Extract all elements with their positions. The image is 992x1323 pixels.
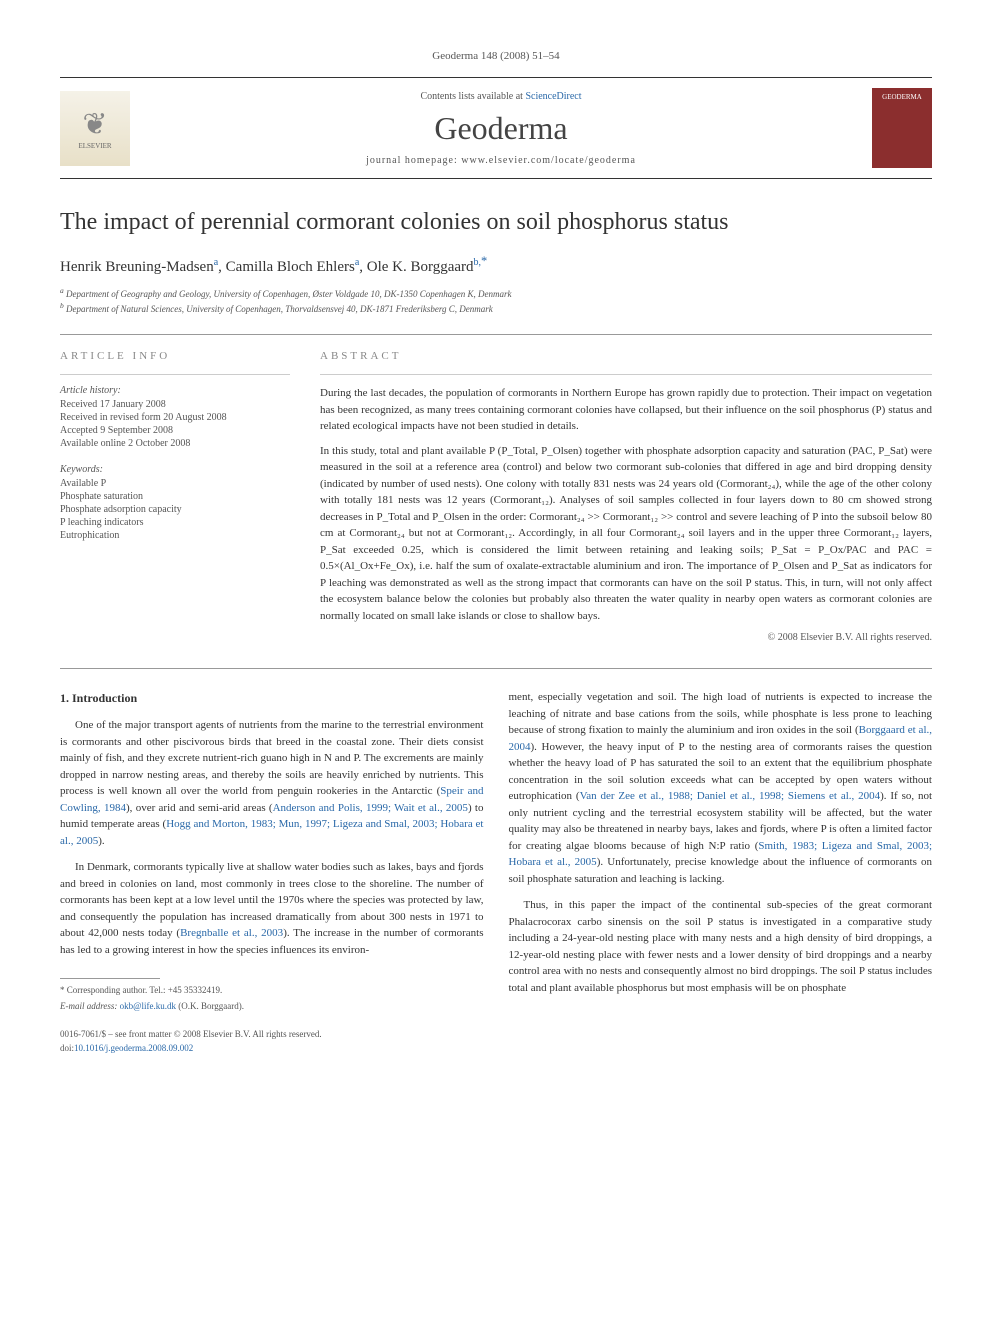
right-column: ment, especially vegetation and soil. Th… [509,689,933,1055]
history-item: Received 17 January 2008 [60,399,290,410]
citation-link[interactable]: Bregnballe et al., 2003 [180,927,283,939]
abstract-text: During the last decades, the population … [320,385,932,624]
issn-text: 0016-7061/$ – see front matter © 2008 El… [60,1028,322,1042]
keyword: Available P [60,478,290,489]
citation-link[interactable]: Van der Zee et al., 1988; Daniel et al.,… [580,790,881,802]
affiliation-text: Department of Natural Sciences, Universi… [66,304,493,314]
publisher-logo: ❦ ELSEVIER [60,91,130,166]
affiliation-sup: a [355,257,359,268]
corresponding-author-footnote: * Corresponding author. Tel.: +45 353324… [60,984,484,998]
keyword: Phosphate saturation [60,491,290,502]
keyword: P leaching indicators [60,517,290,528]
journal-header: ❦ ELSEVIER Contents lists available at S… [60,77,932,179]
divider [60,374,290,375]
affiliation-sup: a [214,257,218,268]
footnote-divider [60,978,160,979]
journal-name: Geoderma [130,110,872,147]
author-list: Henrik Breuning-Madsena, Camilla Bloch E… [60,254,932,276]
email-footnote: E-mail address: okb@life.ku.dk (O.K. Bor… [60,1000,484,1014]
keywords-label: Keywords: [60,464,290,475]
doi-label: doi: [60,1043,74,1053]
affiliation-sup: b, [474,257,482,268]
article-body: 1. Introduction One of the major transpo… [60,668,932,1055]
author: Camilla Bloch Ehlers [226,259,355,275]
history-item: Available online 2 October 2008 [60,438,290,449]
keyword: Eutrophication [60,530,290,541]
affiliation-text: Department of Geography and Geology, Uni… [66,289,511,299]
article-info-label: article info [60,350,290,362]
history-item: Received in revised form 20 August 2008 [60,412,290,423]
journal-reference: Geoderma 148 (2008) 51–54 [60,50,932,62]
doi-link[interactable]: 10.1016/j.geoderma.2008.09.002 [74,1043,193,1053]
email-link[interactable]: okb@life.ku.dk [120,1001,176,1011]
contents-text: Contents lists available at ScienceDirec… [130,91,872,102]
history-item: Accepted 9 September 2008 [60,425,290,436]
journal-cover-thumbnail: GEODERMA [872,88,932,168]
affiliations: a Department of Geography and Geology, U… [60,286,932,314]
history-label: Article history: [60,385,290,396]
section-heading: 1. Introduction [60,689,484,707]
corresponding-star: * [481,254,487,268]
article-title: The impact of perennial cormorant coloni… [60,209,932,236]
abstract-label: abstract [320,350,932,362]
citation-link[interactable]: Anderson and Polis, 1999; Wait et al., 2… [273,802,468,814]
left-column: 1. Introduction One of the major transpo… [60,689,484,1055]
author: Henrik Breuning-Madsen [60,259,214,275]
copyright: © 2008 Elsevier B.V. All rights reserved… [320,632,932,643]
divider [320,374,932,375]
journal-homepage: journal homepage: www.elsevier.com/locat… [130,155,872,166]
keyword: Phosphate adsorption capacity [60,504,290,515]
author: Ole K. Borggaard [367,259,474,275]
tree-icon: ❦ [82,107,107,142]
sciencedirect-link[interactable]: ScienceDirect [525,91,581,102]
publisher-name: ELSEVIER [78,142,111,150]
